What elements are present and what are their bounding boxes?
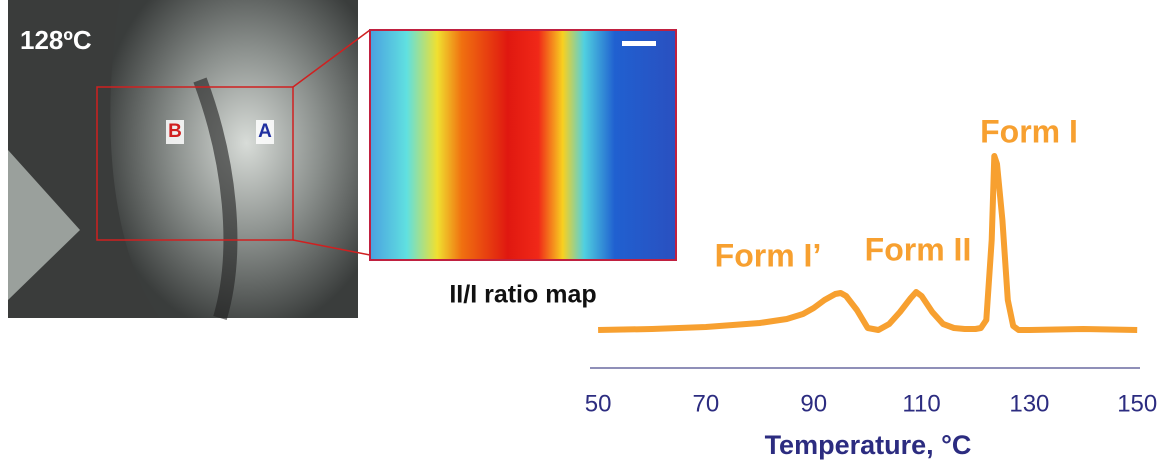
ratio-map: II/I ratio map [369, 29, 677, 309]
region-label: B [168, 121, 182, 142]
x-tick-label: 90 [800, 390, 827, 417]
map-caption: II/I ratio map [449, 281, 596, 309]
plot: Temperature, °C 50 70 90 110 130 150 Form I’ Fo… [585, 113, 1158, 460]
peak-label: Form II [865, 231, 972, 267]
x-tick-label: 130 [1009, 390, 1049, 417]
x-tick-label: 150 [1117, 390, 1157, 417]
x-tick-label: 50 [585, 390, 612, 417]
micrograph: B A 128ºC [8, 0, 371, 320]
region-label: A [258, 121, 272, 142]
x-axis-title: Temperature, °C [765, 430, 972, 460]
x-tick-label: 70 [693, 390, 720, 417]
x-tick-label: 110 [902, 390, 940, 417]
temperature-label: 128ºC [20, 25, 92, 55]
peak-label: Form I’ [715, 237, 822, 273]
peak-label: Form I [980, 113, 1078, 149]
curve [598, 153, 1138, 333]
